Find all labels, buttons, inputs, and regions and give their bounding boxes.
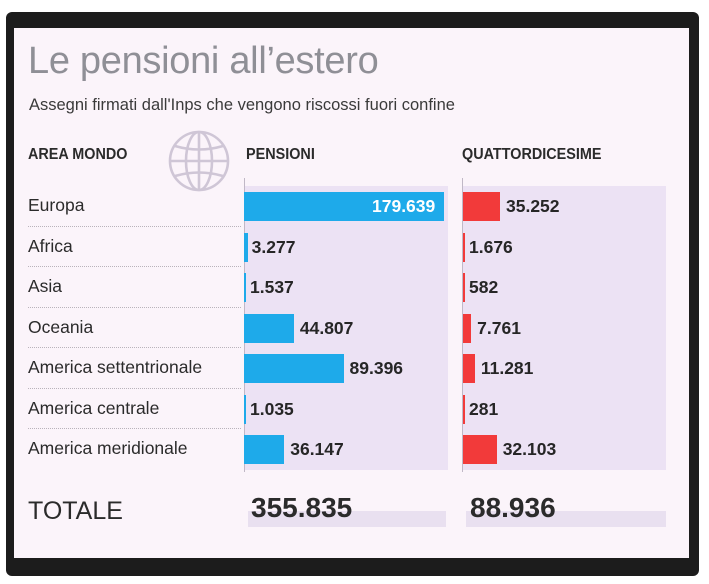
row-separator — [28, 428, 241, 429]
quattordicesime-value-label: 32.103 — [502, 439, 557, 459]
category-label: Oceania — [28, 316, 94, 337]
pensioni-value-label: 44.807 — [299, 317, 354, 338]
row-separator — [28, 266, 241, 267]
row-separator — [28, 306, 241, 308]
pensioni-bar — [244, 273, 246, 302]
quattordicesime-value-label: 35.252 — [506, 196, 560, 216]
quattordicesime-bar — [463, 273, 465, 302]
category-label: America centrale — [28, 397, 160, 418]
column-header-quattordicesime: QUATTORDICESIME — [462, 146, 602, 163]
total-value-quattordicesime: 88.936 — [470, 492, 556, 523]
quattordicesime-value-label: 582 — [469, 277, 499, 297]
total-label: TOTALE — [28, 497, 123, 525]
column-header-pensioni: PENSIONI — [246, 146, 315, 163]
pensioni-value-label: 3.277 — [251, 236, 296, 257]
quattordicesime-divider — [462, 178, 463, 472]
pensioni-bar — [244, 354, 344, 383]
column-header-area: AREA MONDO — [28, 146, 128, 163]
pensioni-value-label: 89.396 — [349, 358, 404, 378]
row-separator — [28, 347, 241, 348]
quattordicesime-bar — [463, 232, 465, 262]
pensioni-bar — [244, 394, 246, 424]
quattordicesime-value-label: 11.281 — [480, 358, 534, 378]
infographic-card: Le pensioni all’estero Assegni firmati d… — [14, 28, 689, 558]
quattordicesime-value-label: 1.676 — [469, 236, 513, 257]
pensioni-bar — [244, 192, 444, 221]
quattordicesime-bar — [463, 354, 475, 383]
quattordicesime-bar — [463, 192, 500, 221]
total-box-pensioni — [248, 511, 446, 527]
pensioni-bar — [244, 313, 294, 343]
quattordicesime-value-label: 7.761 — [477, 317, 521, 338]
quattordicesime-bar — [463, 394, 465, 424]
row-separator — [28, 387, 241, 389]
category-label: Asia — [28, 276, 63, 296]
category-label: America meridionale — [28, 438, 188, 458]
chart-subtitle: Assegni firmati dall'Inps che vengono ri… — [29, 96, 455, 114]
row-separator — [28, 225, 241, 227]
category-label: America settentrionale — [28, 357, 203, 377]
pensioni-value-label: 1.035 — [250, 398, 294, 419]
pensioni-bar — [244, 435, 285, 464]
pensioni-value-label: 179.639 — [372, 196, 436, 216]
globe-icon — [168, 130, 230, 192]
quattordicesime-value-label: 281 — [469, 398, 499, 419]
quattordicesime-panel — [462, 186, 666, 470]
pensioni-bar — [244, 232, 248, 262]
quattordicesime-bar — [463, 435, 497, 464]
pensioni-value-label: 1.537 — [250, 277, 294, 297]
category-label: Europa — [28, 195, 85, 215]
category-label: Africa — [28, 235, 73, 256]
total-box-quattordicesime — [466, 511, 666, 527]
quattordicesime-bar — [463, 313, 472, 343]
total-value-pensioni: 355.835 — [251, 492, 353, 523]
chart-title: Le pensioni all’estero — [28, 40, 379, 82]
pensioni-value-label: 36.147 — [290, 439, 344, 459]
